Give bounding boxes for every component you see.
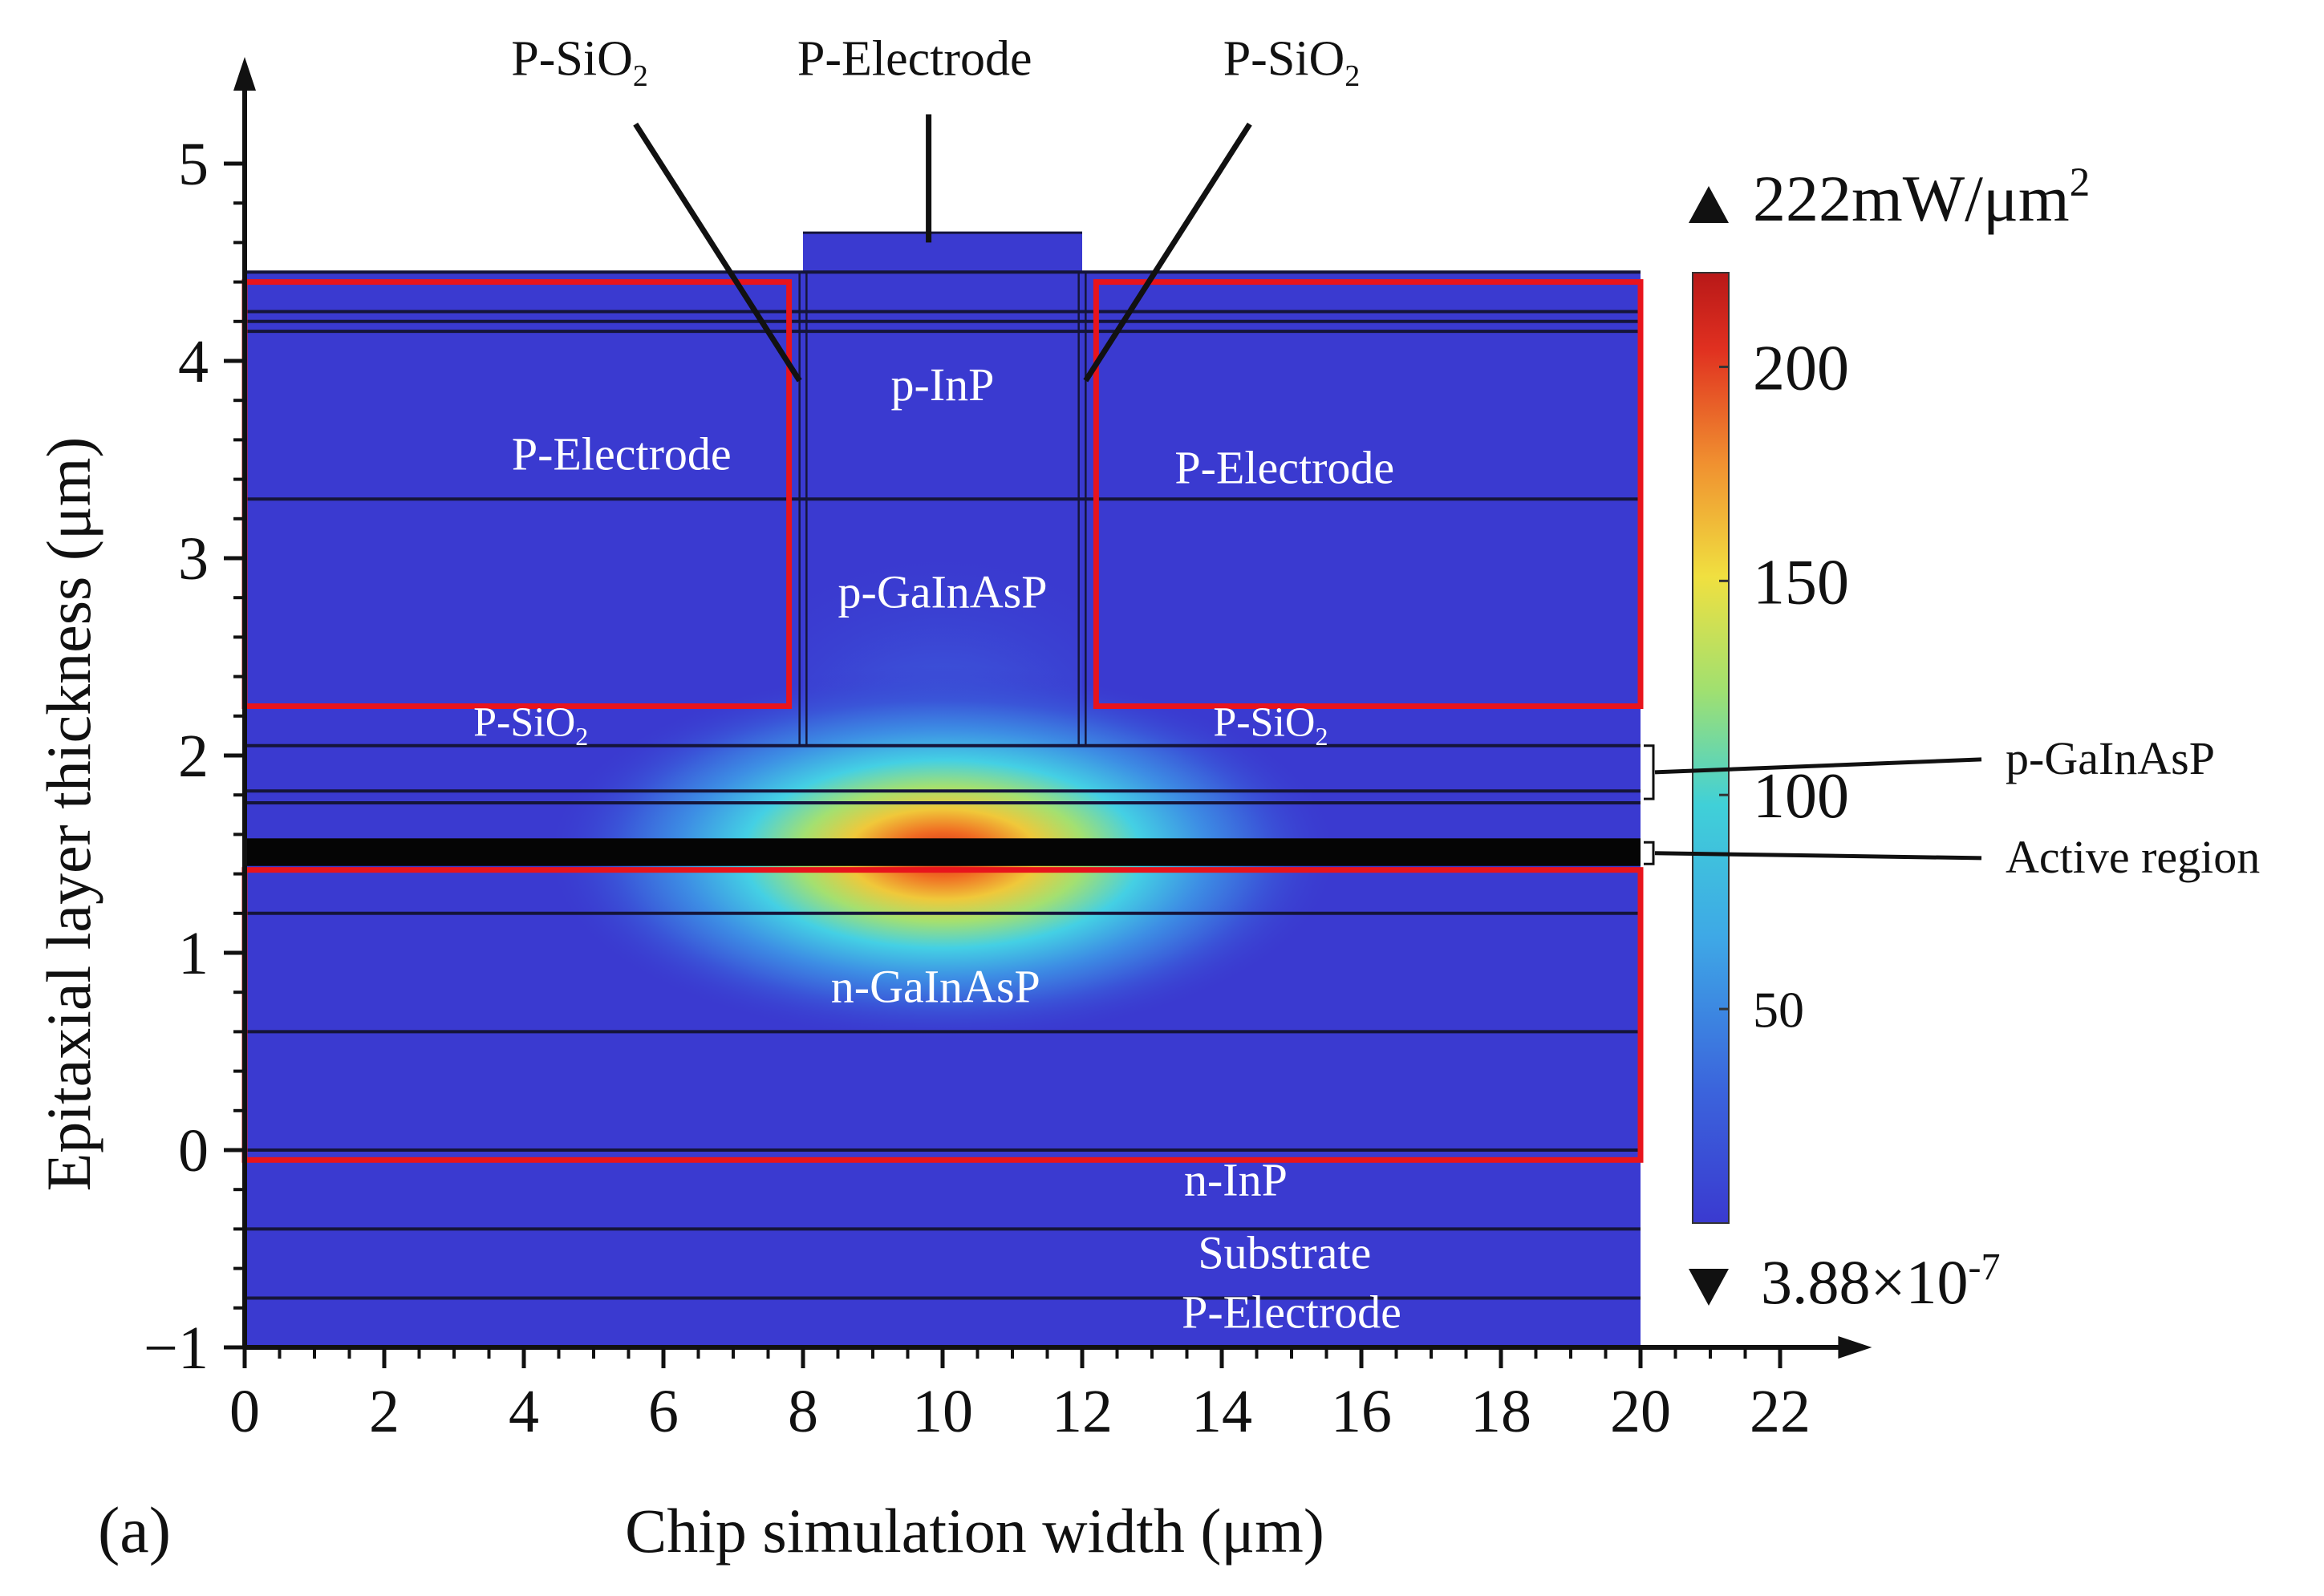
region-label: P-Electrode (1174, 442, 1394, 494)
colorbar-tick-label: 50 (1753, 982, 1804, 1039)
region-label: Substrate (1198, 1227, 1371, 1279)
plot-area: p-InP P-Electrode P-Electrode p-GaInAsP n-Ga… (241, 231, 1644, 1347)
x-tick-label: 0 (229, 1378, 260, 1445)
y-tick-label: 0 (178, 1117, 209, 1185)
x-tick-label: 12 (1052, 1378, 1113, 1445)
colorbar-tick-label: 150 (1753, 547, 1849, 618)
max-triangle-icon (1689, 186, 1729, 223)
x-axis-arrow (1838, 1336, 1872, 1359)
panel-label: (a) (98, 1493, 171, 1566)
ridge-top (803, 233, 1082, 273)
x-tick-label: 8 (788, 1378, 818, 1445)
colorbar-min-label: 3.88×10-7 (1761, 1246, 2000, 1317)
annotation-bracket (1644, 841, 1655, 865)
colorbar-tick-label: 100 (1753, 761, 1849, 832)
y-tick-label: 3 (178, 525, 209, 593)
y-tick-label: 4 (178, 328, 209, 395)
annotations: P-Electrode P-SiO2 P-SiO2 p-GaInAsP Active r… (511, 31, 2260, 883)
y-tick-label: 5 (178, 131, 209, 198)
colorbar-tick-label: 200 (1753, 333, 1849, 403)
annotation-pointer (1654, 757, 1982, 775)
annotation-pointer (1654, 851, 1982, 861)
x-tick-label: 2 (369, 1378, 400, 1445)
side-annotation-label: p-GaInAsP (2006, 732, 2215, 784)
x-axis-label: Chip simulation width (μm) (625, 1496, 1324, 1566)
x-tick-label: 6 (648, 1378, 679, 1445)
annotation-label: P-SiO2 (511, 31, 648, 93)
x-tick-label: 4 (509, 1378, 539, 1445)
y-axis-label: Epitaxial layer thickness (μm) (34, 437, 103, 1192)
y-tick-label: 1 (178, 920, 209, 987)
annotation-pointer (1083, 122, 1252, 383)
min-triangle-icon (1689, 1269, 1729, 1306)
x-tick-label: 20 (1610, 1378, 1671, 1445)
region-label: P-Electrode (1182, 1286, 1401, 1338)
highlight-region (1093, 279, 1644, 710)
sio2-label: P-SiO2 (473, 699, 588, 750)
annotation-label: P-Electrode (797, 31, 1032, 86)
x-tick-label: 22 (1750, 1378, 1811, 1445)
region-label: P-Electrode (512, 427, 732, 480)
colorbar-max-label: 222mW/μm2 (1753, 160, 2090, 235)
y-tick-label: 2 (178, 723, 209, 790)
annotation-bracket (1644, 744, 1655, 800)
y-tick-label: −1 (144, 1314, 209, 1382)
active-region-band (245, 838, 1641, 866)
colorbar: 50 100 150 200 222mW/μm2 3.88×10-7 (1689, 160, 2090, 1317)
x-tick-label: 18 (1470, 1378, 1531, 1445)
x-tick-label: 10 (912, 1378, 973, 1445)
region-label: p-InP (891, 358, 995, 411)
x-tick-label: 16 (1331, 1378, 1392, 1445)
region-label: n-InP (1184, 1154, 1288, 1206)
sio2-label: P-SiO2 (1213, 699, 1328, 750)
annotation-label: P-SiO2 (1223, 31, 1361, 93)
side-annotation-label: Active region (2006, 831, 2260, 883)
colorbar-gradient (1692, 272, 1730, 1224)
region-label: p-GaInAsP (838, 566, 1048, 618)
annotation-pointer (633, 122, 802, 383)
y-axis-arrow (233, 57, 256, 91)
x-tick-label: 14 (1191, 1378, 1252, 1445)
region-label: n-GaInAsP (831, 961, 1040, 1013)
